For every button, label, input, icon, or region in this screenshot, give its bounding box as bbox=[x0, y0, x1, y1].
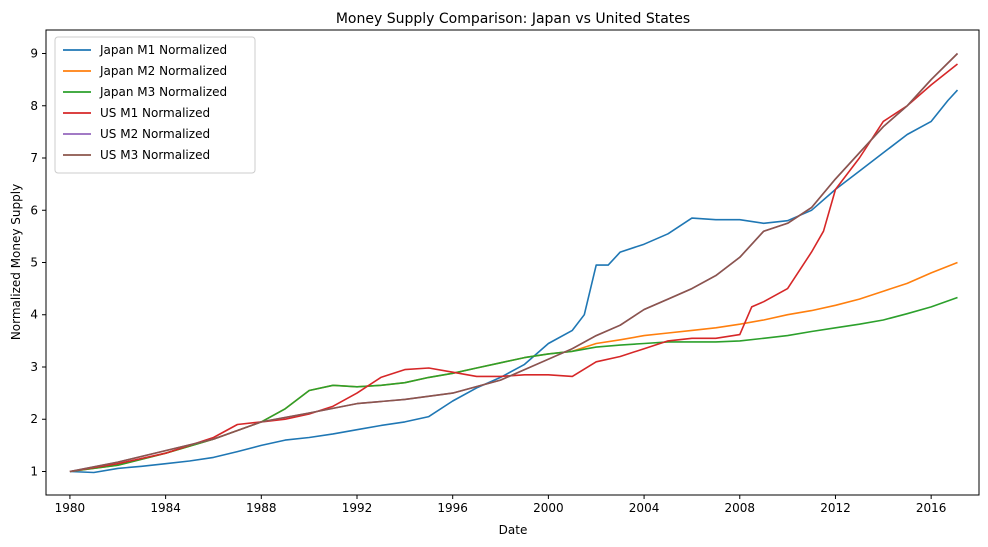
series-line-japan-m1-normalized bbox=[69, 89, 959, 474]
series-line-us-m3-normalized bbox=[69, 52, 959, 473]
x-axis-label: Date bbox=[499, 523, 528, 537]
x-tick-label: 2008 bbox=[724, 501, 755, 515]
legend: Japan M1 Normalized Japan M2 Normalized Ja… bbox=[54, 36, 256, 174]
x-tick-label: 1980 bbox=[55, 501, 86, 515]
legend-entry-label: Japan M2 Normalized bbox=[99, 64, 227, 78]
y-axis-label: Normalized Money Supply bbox=[9, 184, 23, 340]
y-tick-label: 1 bbox=[30, 464, 38, 478]
y-tick-label: 9 bbox=[30, 47, 38, 61]
x-tick-label: 2016 bbox=[916, 501, 947, 515]
y-tick-label: 7 bbox=[30, 151, 38, 165]
legend-box bbox=[54, 36, 256, 174]
y-tick-label: 3 bbox=[30, 360, 38, 374]
legend-entry-label: Japan M1 Normalized bbox=[99, 43, 227, 57]
series-line-japan-m3-normalized bbox=[69, 296, 958, 473]
x-tick-label: 1996 bbox=[437, 501, 468, 515]
legend-entry-label: US M2 Normalized bbox=[100, 127, 210, 141]
chart-title: Money Supply Comparison: Japan vs United… bbox=[336, 11, 690, 27]
y-tick-label: 6 bbox=[30, 203, 38, 217]
y-tick-label: 8 bbox=[30, 99, 38, 113]
y-tick-label: 5 bbox=[30, 256, 38, 270]
x-tick-label: 1988 bbox=[246, 501, 277, 515]
y-tick-label: 2 bbox=[30, 412, 38, 426]
x-tick-label: 1984 bbox=[150, 501, 181, 515]
x-tick-label: 2004 bbox=[629, 501, 660, 515]
y-axis: 1 2 3 4 5 6 7 8 9 bbox=[30, 47, 46, 478]
legend-entry-label: Japan M3 Normalized bbox=[99, 85, 227, 99]
legend-entry-label: US M1 Normalized bbox=[100, 106, 210, 120]
x-tick-label: 2000 bbox=[533, 501, 564, 515]
y-tick-label: 4 bbox=[30, 308, 38, 322]
x-tick-label: 1992 bbox=[342, 501, 373, 515]
plot-lines bbox=[69, 52, 959, 474]
legend-entry-label: US M3 Normalized bbox=[100, 148, 210, 162]
series-line-us-m1-normalized bbox=[69, 63, 958, 473]
x-axis: 1980 1984 1988 1992 1996 2000 2004 2008 2012 2016 bbox=[55, 495, 947, 515]
x-tick-label: 2012 bbox=[820, 501, 851, 515]
